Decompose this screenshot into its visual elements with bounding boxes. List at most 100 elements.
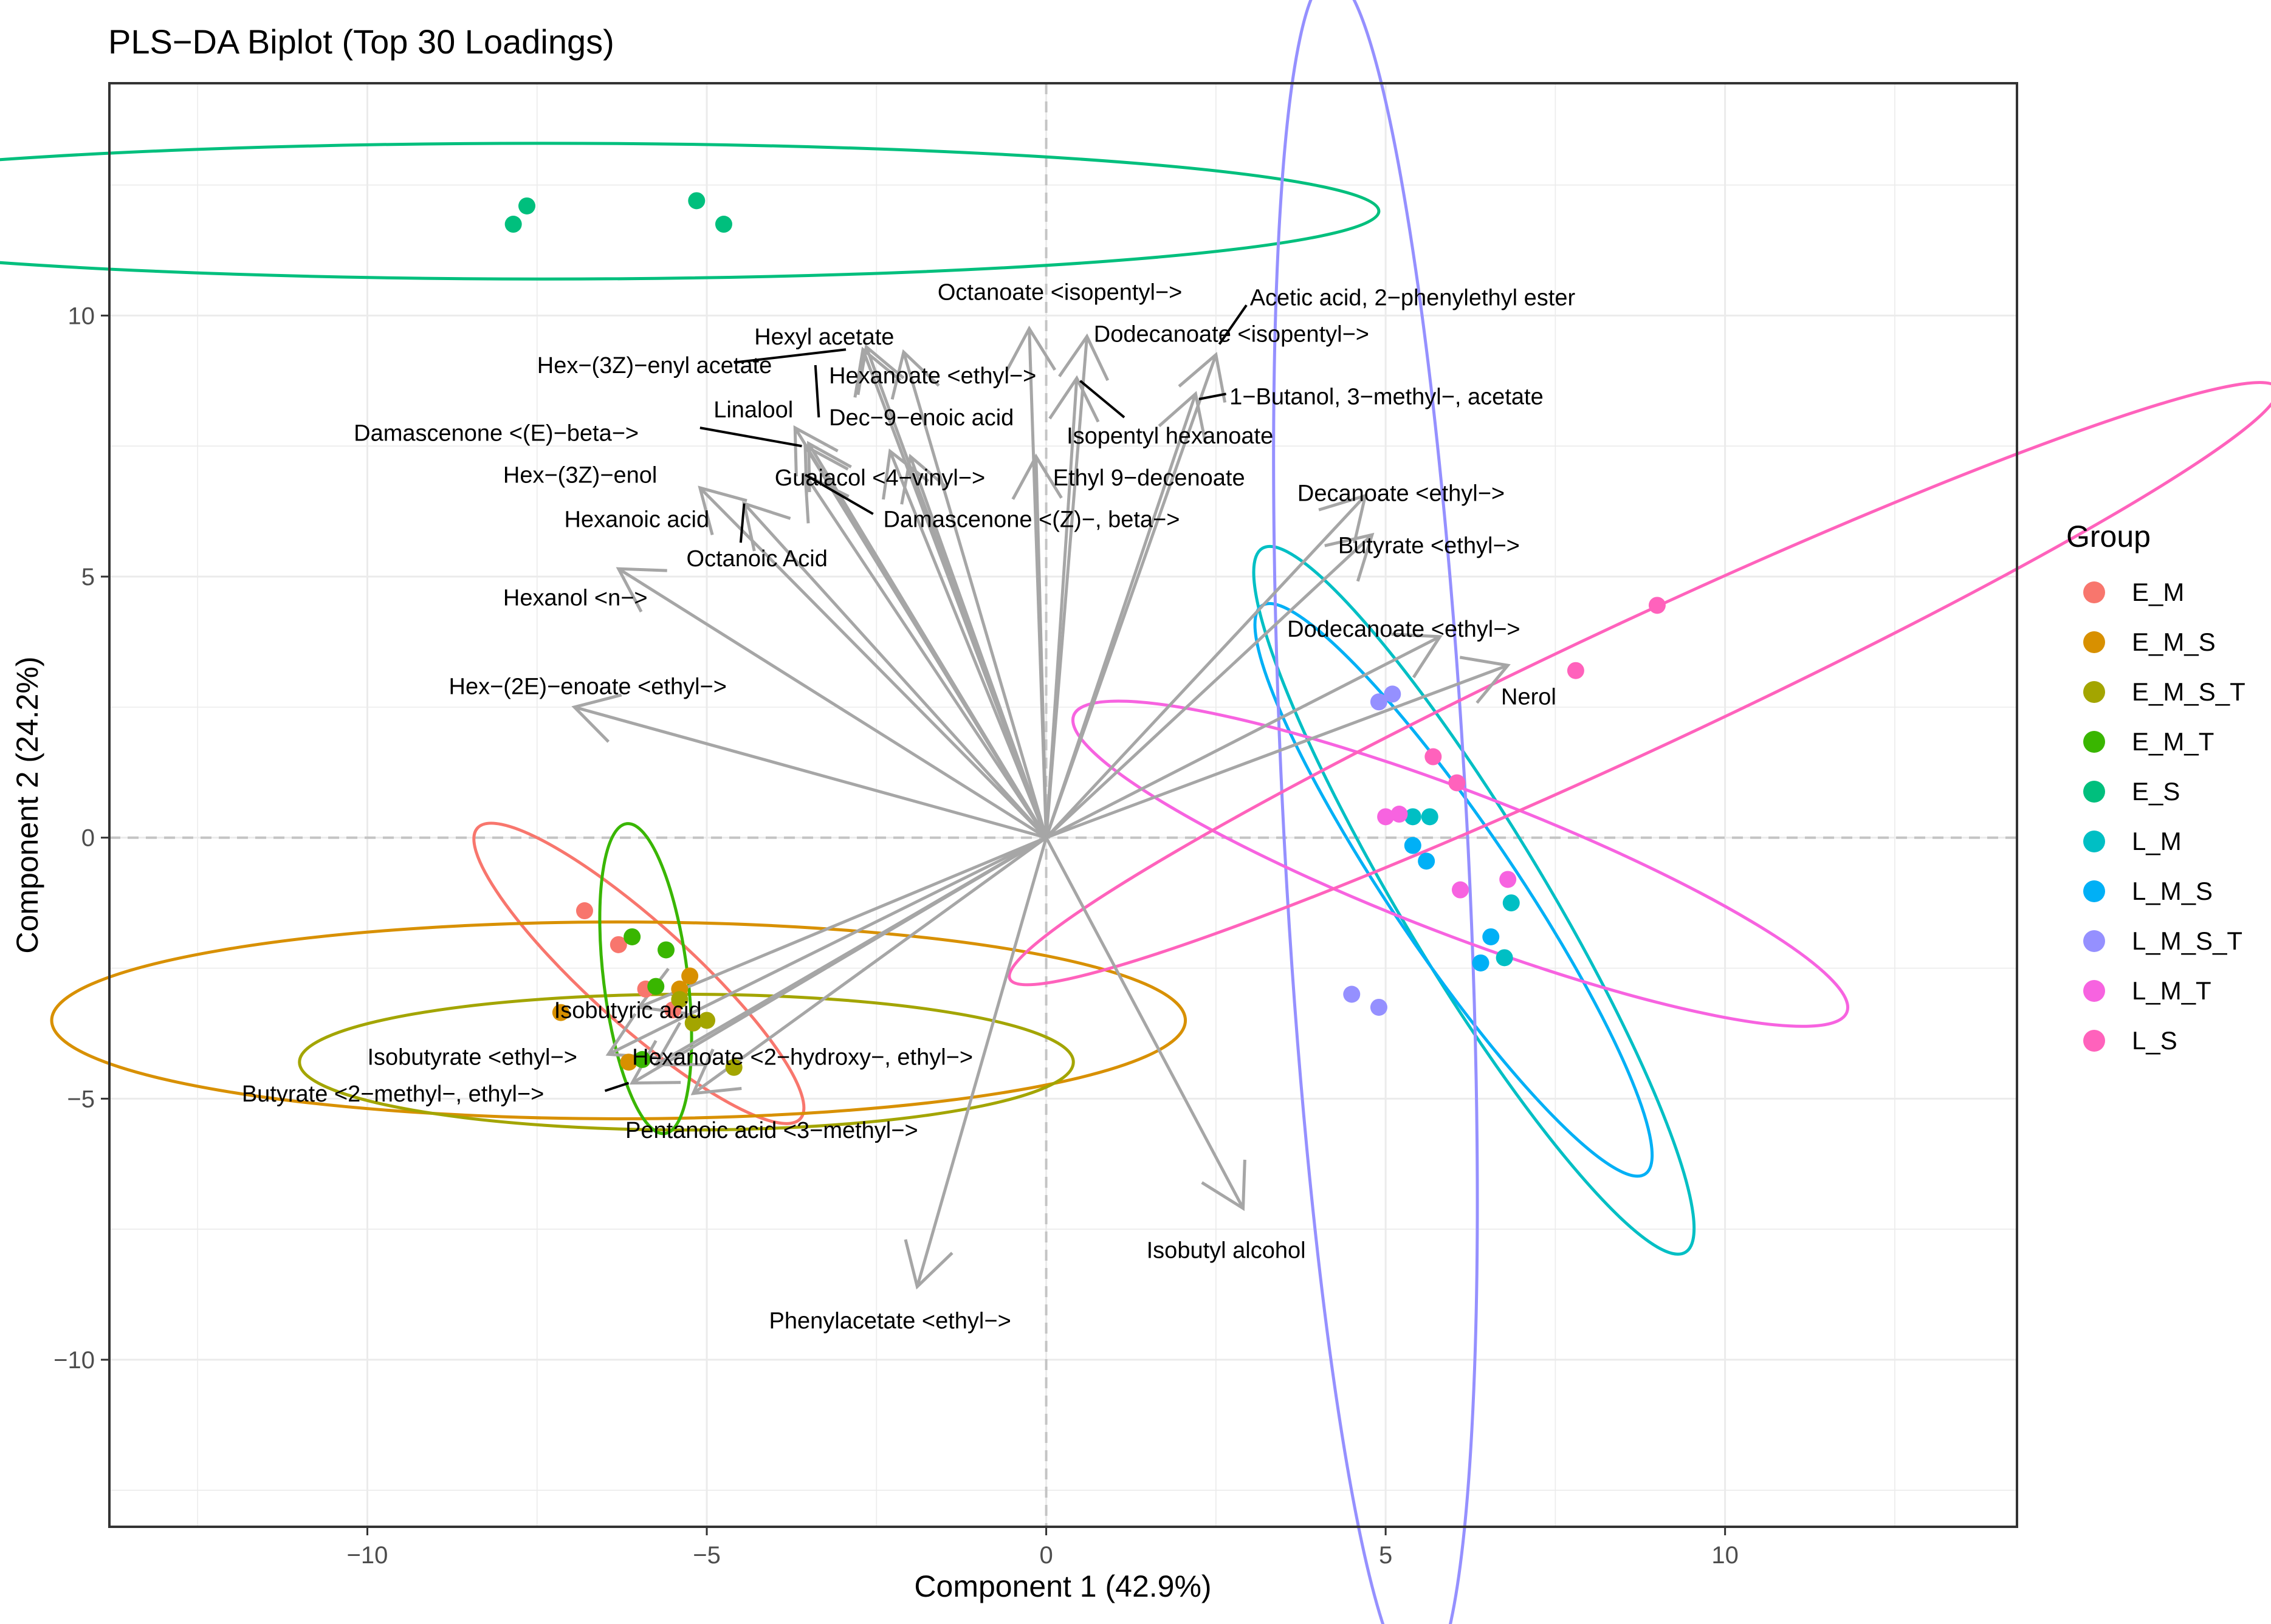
loading-arrow-shaft — [574, 705, 1047, 840]
loading-label-leader — [734, 348, 847, 364]
loading-label: Linalool — [713, 397, 793, 423]
point-E_M_T — [633, 1050, 651, 1068]
point-E_M_T — [624, 928, 641, 945]
point-E_S — [504, 216, 522, 233]
loading-arrow-head — [653, 1021, 705, 1067]
loading-arrow-shaft — [1034, 456, 1048, 838]
legend-label-L_M_T: L_M_T — [2132, 976, 2211, 1005]
loading-arrow-head — [856, 344, 905, 396]
legend-label-E_M: E_M — [2132, 578, 2184, 606]
loading-arrow-shaft — [803, 474, 1048, 839]
loading-arrow-head — [1048, 375, 1100, 423]
sample-points — [504, 192, 1666, 1076]
legend-key-L_S — [2083, 1030, 2105, 1052]
loading-label: Isobutyl alcohol — [1147, 1238, 1306, 1264]
loading-label: Octanoic Acid — [687, 546, 828, 572]
point-L_M_S_T — [1370, 693, 1387, 711]
ellipse-L_M_T — [1071, 699, 1850, 1028]
loading-arrow-shaft — [888, 450, 1048, 838]
loading-arrow-head — [1158, 391, 1207, 442]
x-tick-label: 10 — [1711, 1542, 1739, 1569]
point-L_M — [1421, 808, 1438, 826]
point-E_M_S_T — [684, 1014, 702, 1032]
loading-label: Hexanoic acid — [564, 507, 709, 533]
point-L_M_T — [1390, 806, 1408, 823]
point-L_S — [1448, 774, 1466, 792]
loading-arrow-head — [1324, 532, 1375, 582]
loading-arrow-head — [853, 346, 902, 398]
legend-label-L_M: L_M — [2132, 827, 2182, 855]
loading-arrow-head — [698, 485, 747, 535]
legend-key-E_M_S — [2083, 631, 2105, 653]
loading-label: 1−Butanol, 3−methyl−, acetate — [1229, 385, 1544, 410]
legend-key-E_M_T — [2083, 731, 2105, 753]
loading-arrow-shaft — [803, 445, 1048, 839]
point-L_M_S_T — [1343, 985, 1361, 1003]
loading-arrow-head — [904, 1239, 953, 1290]
legend-label-L_S: L_S — [2132, 1026, 2177, 1055]
loading-arrow-shaft — [692, 836, 1048, 1095]
loading-arrow-shaft — [607, 836, 1047, 1056]
legend-label-L_M_S_T: L_M_S_T — [2132, 927, 2242, 955]
point-E_M — [610, 936, 627, 953]
point-E_M_S — [552, 1004, 569, 1021]
loading-arrow-head — [1201, 1159, 1246, 1211]
loading-arrow-head — [1058, 333, 1110, 382]
loading-arrow-head — [1011, 453, 1063, 500]
point-E_M_S_T — [698, 1012, 716, 1029]
loading-arrow-head — [1391, 632, 1443, 679]
loading-arrow-head — [1005, 325, 1057, 372]
loading-arrow-head — [616, 567, 667, 613]
loading-label: Damascenone <(Z)−, beta−> — [883, 507, 1180, 533]
loading-label: Dodecanoate <isopentyl−> — [1094, 321, 1369, 347]
loading-arrow-shaft — [915, 837, 1048, 1287]
point-E_M_S_T — [671, 991, 689, 1009]
point-L_M — [1496, 949, 1513, 967]
x-tick-label: 5 — [1379, 1542, 1392, 1569]
legend-label-E_S: E_S — [2132, 777, 2180, 806]
loading-label-leader — [814, 365, 820, 418]
loading-label-leader — [1198, 392, 1226, 400]
loading-label: Hexanoate <2−hydroxy−, ethyl−> — [632, 1045, 973, 1071]
ellipse-E_S — [0, 142, 1381, 281]
point-L_M — [1404, 808, 1421, 826]
y-axis-label: Component 2 (24.2%) — [10, 656, 44, 953]
loading-label: Isobutyric acid — [554, 998, 702, 1023]
point-L_S — [1567, 662, 1584, 679]
y-tick-label: 5 — [81, 564, 95, 591]
y-axis: −10 −5 0 5 10 — [53, 303, 109, 1374]
loading-arrow-shaft — [909, 456, 1048, 838]
loading-label: Hexyl acetate — [754, 324, 894, 350]
point-L_M_T — [1499, 871, 1517, 888]
loading-label: Hexanoate <ethyl−> — [829, 363, 1036, 389]
loading-arrow-shaft — [631, 836, 1047, 1084]
loading-arrow-head — [1178, 352, 1227, 403]
loading-label: Acetic acid, 2−phenylethyl ester — [1250, 285, 1576, 310]
x-tick-label: −5 — [693, 1542, 721, 1569]
point-E_M_S — [681, 967, 699, 985]
legend: Group E_M E_M_S E_M_S_T E_M_T E_S L_M L_M_S L_M… — [2066, 519, 2245, 1055]
loading-arrow-shaft — [1045, 378, 1079, 838]
x-tick-label: 0 — [1039, 1542, 1053, 1569]
loading-label-leader — [699, 427, 802, 448]
loading-arrow-head — [793, 425, 839, 477]
point-E_M_T — [658, 941, 675, 959]
loading-arrow-head — [1459, 656, 1511, 704]
loading-label: Isobutyrate <ethyl−> — [367, 1045, 577, 1071]
loading-label: Nerol — [1501, 685, 1556, 710]
loading-arrow-head — [890, 349, 940, 400]
legend-key-L_M_S_T — [2083, 930, 2105, 952]
ellipse-E_M_S — [50, 920, 1187, 1120]
point-E_M_S — [620, 1054, 637, 1071]
legend-key-L_M_S — [2083, 880, 2105, 902]
point-L_M — [1502, 894, 1520, 912]
loading-label-leader — [604, 1081, 630, 1092]
point-L_M_S — [1404, 837, 1421, 854]
panel-background — [109, 83, 2017, 1527]
legend-title: Group — [2066, 519, 2151, 553]
loading-arrow-head — [1318, 493, 1368, 544]
x-axis: −10 −5 0 5 10 — [347, 1527, 1739, 1569]
loading-label: Damascenone <(E)−beta−> — [354, 421, 639, 447]
loading-label: Octanoate <isopentyl−> — [938, 280, 1182, 306]
